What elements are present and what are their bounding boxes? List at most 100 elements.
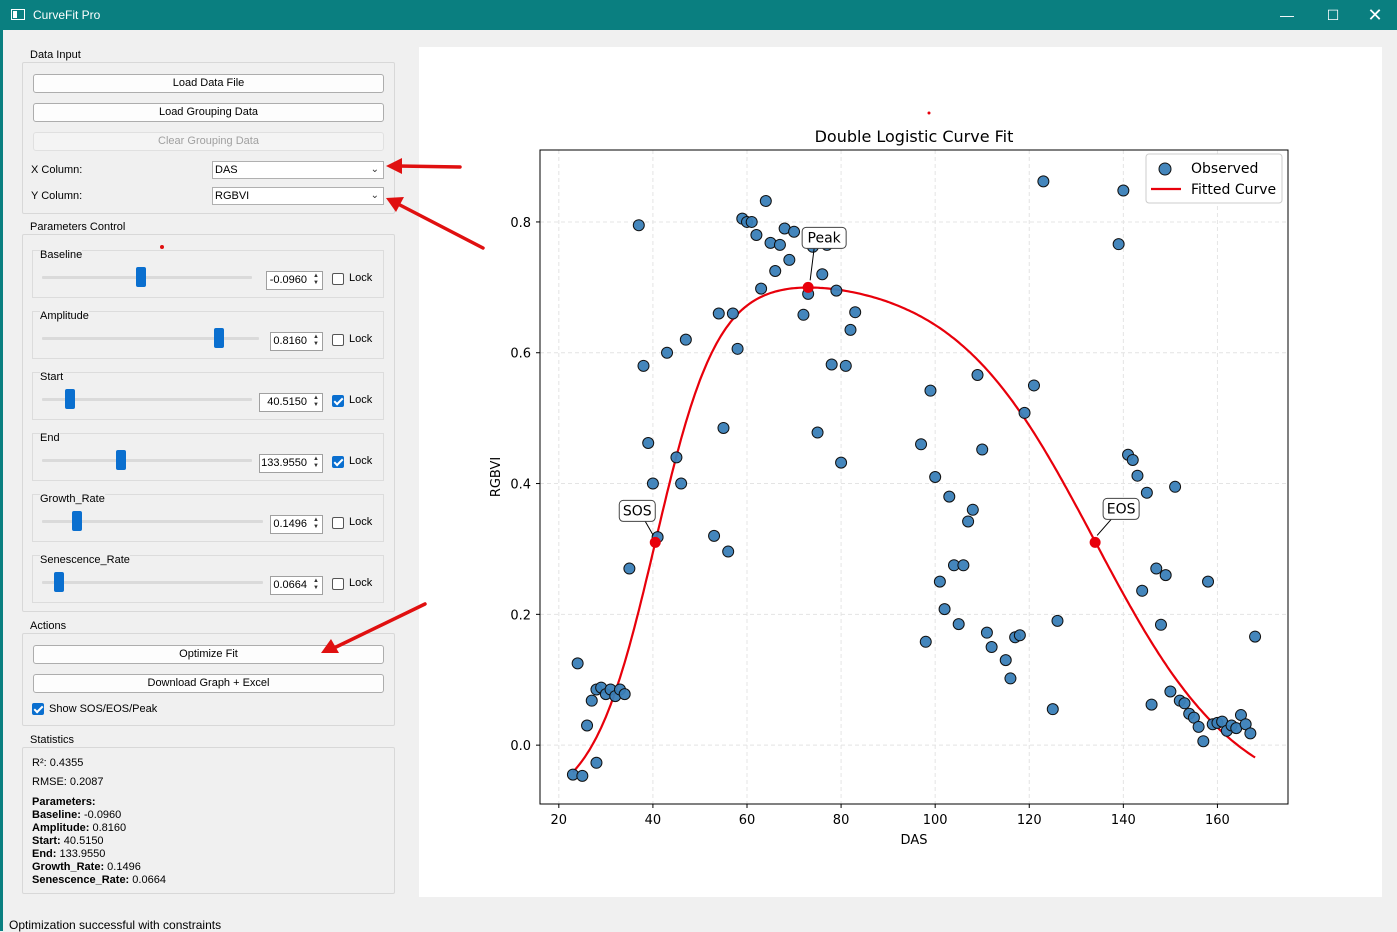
growth-rate-spinbox[interactable]: 0.1496 ▲ ▼ [270, 515, 323, 534]
senescence-rate-slider[interactable] [42, 581, 263, 584]
data-point [915, 438, 928, 451]
start-slider[interactable] [42, 398, 252, 401]
stat-line: Growth_Rate: 0.1496 [32, 861, 141, 873]
end-spinbox[interactable]: 133.9550 ▲ ▼ [259, 454, 323, 473]
data-point [726, 307, 739, 320]
data-point [1154, 618, 1167, 631]
baseline-slider[interactable] [42, 276, 252, 279]
clear-grouping-button[interactable]: Clear Grouping Data [33, 132, 384, 151]
x-tick-label: 20 [551, 813, 568, 828]
lock-label: Lock [349, 516, 373, 528]
r2-value: R²: 0.4355 [32, 757, 84, 769]
data-point [769, 264, 782, 277]
fitted-curve-line [572, 286, 1256, 773]
parameters-title: Parameters Control [29, 221, 127, 233]
data-point [1037, 175, 1050, 188]
data-point [618, 688, 631, 701]
end-lock-checkbox[interactable] [332, 456, 344, 468]
stray-dot [927, 111, 931, 115]
actions-title: Actions [29, 620, 68, 632]
plot-canvas: 20 40 60 80 100 120 140 160 0.0 0.2 0.4 0.6 0.8 SOS P… [419, 47, 1382, 897]
stat-key: Start: [32, 835, 61, 847]
param-label: End [40, 432, 60, 444]
y-column-value: RGBVI [215, 190, 250, 202]
param-label: Baseline [40, 249, 83, 261]
data-point [952, 618, 965, 631]
baseline-slider-handle[interactable] [136, 267, 146, 287]
data-point [623, 562, 636, 575]
amplitude-lock-checkbox[interactable] [332, 334, 344, 346]
statistics-group [22, 747, 395, 894]
marker-label: EOS [1107, 501, 1136, 517]
data-point [980, 626, 993, 639]
senescence-rate-spinbox[interactable]: 0.0664 ▲ ▼ [270, 576, 323, 595]
data-point [1244, 727, 1257, 740]
actions-group [22, 633, 395, 726]
spin-arrows-icon[interactable]: ▲ ▼ [313, 395, 319, 408]
maximize-icon[interactable]: ☐ [1326, 7, 1340, 23]
data-point [1192, 720, 1205, 733]
x-tick-label: 140 [1111, 813, 1136, 828]
growth-rate-slider[interactable] [42, 520, 263, 523]
marker-point [649, 536, 661, 548]
growth-rate-slider-handle[interactable] [72, 511, 82, 531]
amplitude-slider-handle[interactable] [214, 328, 224, 348]
growth-rate-lock-checkbox[interactable] [332, 517, 344, 529]
baseline-spinbox[interactable]: -0.0960 ▲ ▼ [266, 271, 323, 290]
rmse-value: RMSE: 0.2087 [32, 776, 104, 788]
x-column-select[interactable]: DAS ⌄ [212, 161, 384, 179]
end-slider[interactable] [42, 459, 252, 462]
statistics-title: Statistics [29, 734, 76, 746]
data-point [825, 358, 838, 371]
y-column-select[interactable]: RGBVI ⌄ [212, 187, 384, 205]
phenology-markers: SOS Peak EOS [618, 226, 1140, 548]
amplitude-spinbox[interactable]: 0.8160 ▲ ▼ [270, 332, 323, 351]
close-icon[interactable]: ✕ [1367, 5, 1383, 25]
download-graph-button[interactable]: Download Graph + Excel [33, 674, 384, 693]
baseline-lock-checkbox[interactable] [332, 273, 344, 285]
stat-val: 0.1496 [104, 861, 141, 873]
show-markers-checkbox[interactable] [32, 703, 44, 715]
amplitude-slider[interactable] [42, 337, 259, 340]
minimize-icon[interactable]: — [1280, 7, 1294, 23]
spin-arrows-icon[interactable]: ▲ ▼ [313, 273, 319, 286]
data-point [1202, 575, 1215, 588]
load-data-button[interactable]: Load Data File [33, 74, 384, 93]
data-point [816, 268, 829, 281]
x-tick-label: 160 [1205, 813, 1230, 828]
spin-arrows-icon[interactable]: ▲ ▼ [313, 334, 319, 347]
data-point [637, 359, 650, 372]
params-heading: Parameters: [32, 796, 96, 808]
senescence-rate-slider-handle[interactable] [54, 572, 64, 592]
senescence-rate-lock-checkbox[interactable] [332, 578, 344, 590]
data-point [839, 359, 852, 372]
data-point [976, 443, 989, 456]
data-point [661, 346, 674, 359]
data-point [971, 368, 984, 381]
data-point [670, 451, 683, 464]
param-senescence-rate: Senescence_Rate 0.0664 ▲ ▼ Lock [32, 554, 384, 603]
start-spinbox[interactable]: 40.5150 ▲ ▼ [259, 393, 323, 412]
y-tick-label: 0.2 [510, 608, 531, 623]
data-point [1159, 569, 1172, 582]
end-slider-handle[interactable] [116, 450, 126, 470]
stat-line: Senescence_Rate: 0.0664 [32, 874, 166, 886]
start-slider-handle[interactable] [65, 389, 75, 409]
load-grouping-button[interactable]: Load Grouping Data [33, 103, 384, 122]
stat-key: Baseline: [32, 809, 81, 821]
data-point [919, 635, 932, 648]
data-point [675, 477, 688, 490]
chart-grid [540, 150, 1288, 804]
data-point [755, 282, 768, 295]
optimize-fit-button[interactable]: Optimize Fit [33, 645, 384, 664]
spin-arrows-icon[interactable]: ▲ ▼ [313, 517, 319, 530]
chart-legend: Observed Fitted Curve [1145, 153, 1283, 204]
lock-label: Lock [349, 333, 373, 345]
spin-arrows-icon[interactable]: ▲ ▼ [313, 456, 319, 469]
start-lock-checkbox[interactable] [332, 395, 344, 407]
data-point [1150, 562, 1163, 575]
data-point [750, 229, 763, 242]
spin-arrows-icon[interactable]: ▲ ▼ [313, 578, 319, 591]
stat-line: Amplitude: 0.8160 [32, 822, 126, 834]
start-value: 40.5150 [267, 396, 307, 408]
